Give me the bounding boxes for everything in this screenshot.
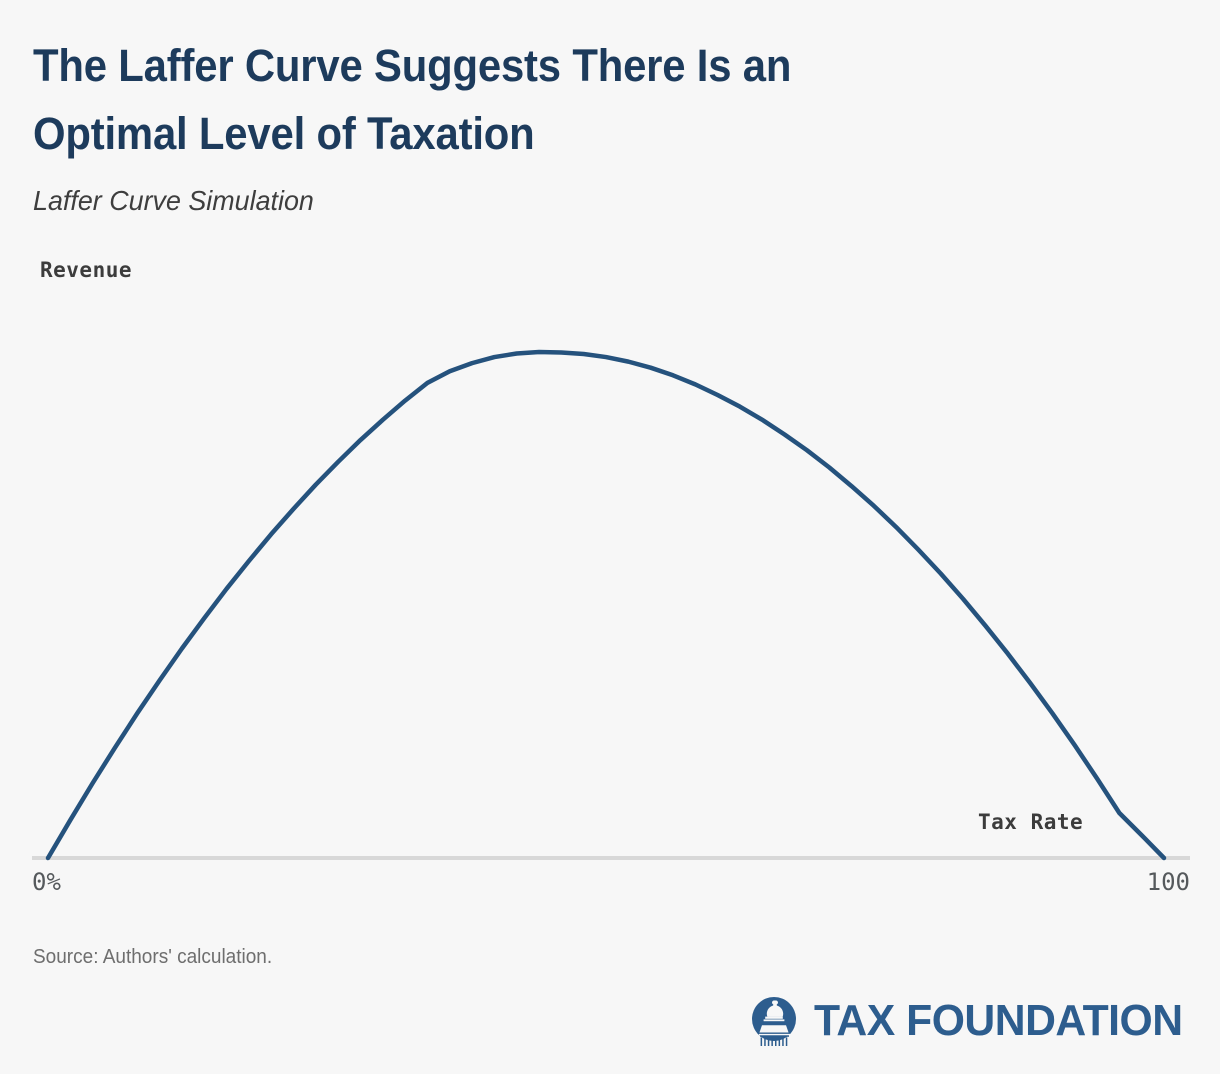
x-axis-title: Tax Rate: [978, 810, 1084, 834]
page-title: The Laffer Curve Suggests There Is an Op…: [33, 40, 792, 159]
chart-subtitle: Laffer Curve Simulation: [33, 185, 314, 216]
x-tick-label-100: 100: [1146, 868, 1190, 896]
y-axis-title: Revenue: [40, 258, 133, 282]
laffer-curve-line: [45, 349, 1167, 861]
plot-area: Revenue Tax Rate: [0, 258, 1220, 898]
x-axis-tick-labels: 0% 100: [0, 868, 1220, 898]
logo-wordmark: TAX FOUNDATION: [814, 996, 1183, 1045]
laffer-curve-plot: [32, 349, 1190, 861]
chart-header: The Laffer Curve Suggests There Is an Op…: [33, 32, 1073, 217]
x-tick-label-0: 0%: [32, 868, 61, 896]
source-note: Source: Authors' calculation.: [33, 946, 273, 968]
capitol-dome-icon: [752, 997, 796, 1046]
tax-foundation-logo: TAX FOUNDATION: [744, 990, 1194, 1052]
